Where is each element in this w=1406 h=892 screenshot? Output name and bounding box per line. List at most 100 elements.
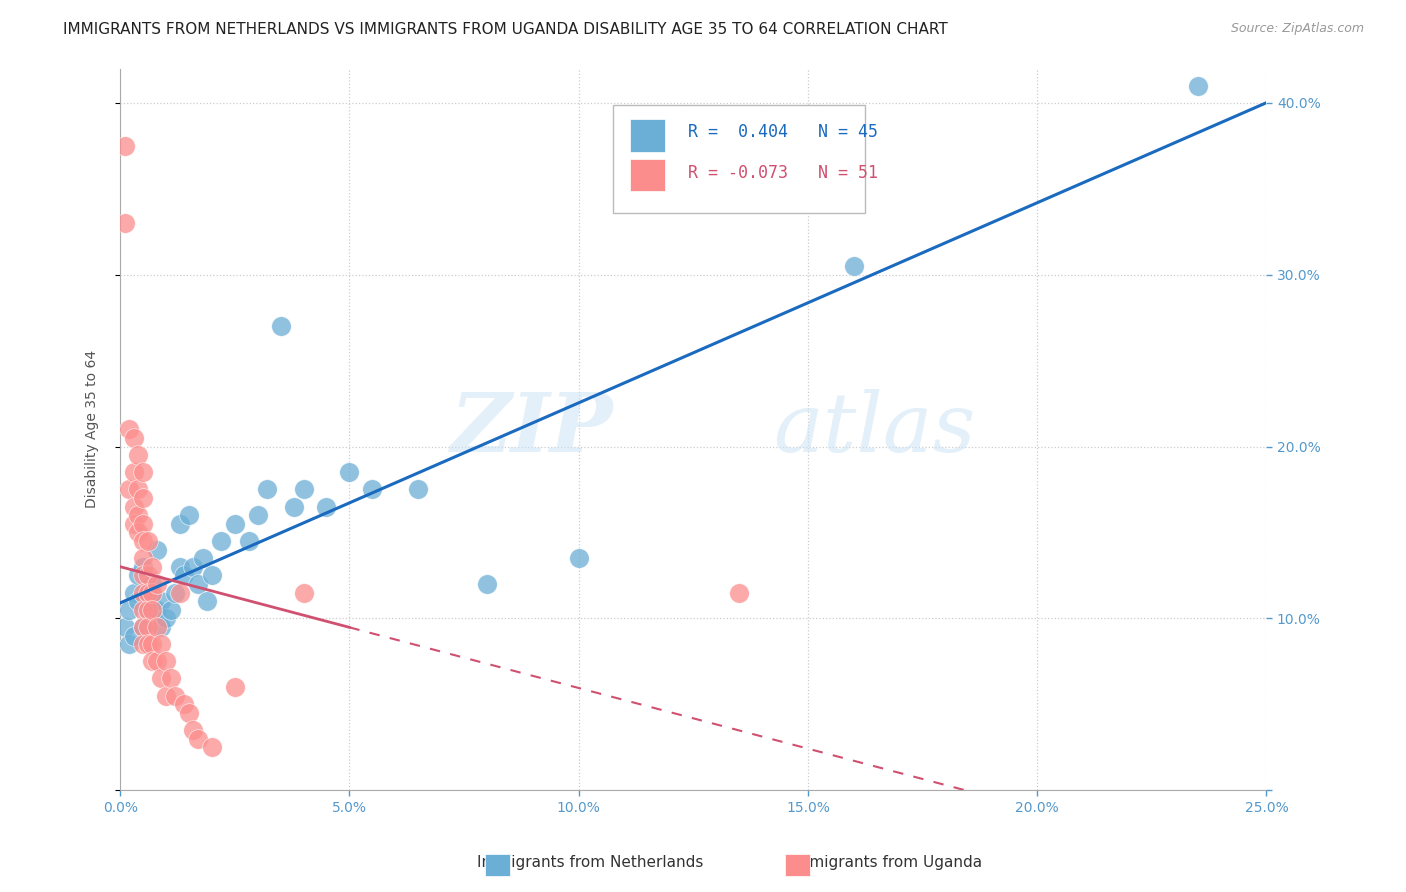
Point (141, 654, 163, 668)
Point (132, 559, 155, 574)
Point (127, 508, 149, 523)
Point (155, 611, 177, 625)
Point (114, 138, 136, 153)
Point (191, 551, 214, 566)
Point (118, 483, 141, 497)
Point (127, 448, 149, 462)
Text: Immigrants from Uganda: Immigrants from Uganda (790, 855, 981, 870)
Point (173, 568, 195, 582)
Text: Immigrants from Netherlands: Immigrants from Netherlands (477, 855, 704, 870)
Point (136, 585, 159, 599)
Point (132, 603, 155, 617)
Point (201, 740, 224, 755)
Point (292, 483, 315, 497)
Point (118, 603, 141, 617)
Point (132, 637, 155, 651)
Point (150, 620, 173, 634)
Point (201, 568, 224, 582)
Point (141, 559, 163, 574)
Point (136, 603, 159, 617)
Point (183, 559, 205, 574)
Point (136, 534, 159, 549)
Point (132, 620, 155, 634)
Bar (630, 119, 665, 152)
Point (122, 500, 145, 514)
Point (150, 637, 173, 651)
Point (1187, 78, 1209, 93)
Point (177, 508, 200, 523)
Point (568, 551, 591, 566)
Point (122, 465, 145, 479)
Point (127, 483, 149, 497)
Point (141, 585, 163, 599)
Y-axis label: Disability Age 35 to 64: Disability Age 35 to 64 (86, 351, 100, 508)
Point (141, 603, 163, 617)
Point (842, 259, 865, 273)
Point (132, 551, 155, 566)
Point (132, 534, 155, 549)
Point (187, 577, 209, 591)
Point (132, 568, 155, 582)
Point (238, 534, 260, 549)
Point (122, 628, 145, 642)
Point (187, 731, 209, 746)
Point (155, 654, 177, 668)
Point (132, 465, 155, 479)
Point (136, 568, 159, 582)
Point (132, 585, 155, 599)
Point (150, 594, 173, 608)
Point (169, 559, 191, 574)
Point (122, 516, 145, 531)
Point (114, 620, 136, 634)
Point (224, 680, 246, 694)
Point (136, 585, 159, 599)
Bar (630, 159, 665, 191)
Point (256, 483, 278, 497)
Point (122, 585, 145, 599)
Point (165, 689, 187, 703)
Point (146, 603, 169, 617)
Point (118, 637, 141, 651)
Point (136, 620, 159, 634)
Point (141, 577, 163, 591)
Point (475, 577, 498, 591)
Point (292, 585, 315, 599)
Point (159, 603, 181, 617)
Point (270, 319, 292, 334)
Point (361, 483, 384, 497)
Point (127, 568, 149, 582)
Point (406, 483, 429, 497)
Point (183, 723, 205, 737)
Text: R =  0.404   N = 45: R = 0.404 N = 45 (688, 123, 877, 141)
Point (136, 637, 159, 651)
Text: IMMIGRANTS FROM NETHERLANDS VS IMMIGRANTS FROM UGANDA DISABILITY AGE 35 TO 64 CO: IMMIGRANTS FROM NETHERLANDS VS IMMIGRANT… (63, 22, 948, 37)
Point (146, 542, 169, 557)
Point (195, 594, 218, 608)
Point (146, 577, 169, 591)
Point (224, 516, 246, 531)
Point (169, 585, 191, 599)
Point (132, 516, 155, 531)
Point (177, 706, 200, 720)
Point (337, 465, 360, 479)
Point (132, 491, 155, 505)
Point (209, 534, 232, 549)
Point (246, 508, 269, 523)
FancyBboxPatch shape (613, 104, 865, 213)
Text: ZIP: ZIP (450, 389, 613, 469)
Point (127, 594, 149, 608)
Text: atlas: atlas (773, 389, 976, 469)
Point (283, 500, 305, 514)
Point (136, 603, 159, 617)
Point (141, 585, 163, 599)
Point (165, 585, 187, 599)
Point (118, 422, 141, 436)
Point (150, 672, 173, 686)
Point (141, 637, 163, 651)
Point (146, 654, 169, 668)
Text: R = -0.073   N = 51: R = -0.073 N = 51 (688, 164, 877, 182)
Point (127, 525, 149, 540)
Point (173, 698, 195, 712)
Point (155, 689, 177, 703)
Point (728, 585, 751, 599)
